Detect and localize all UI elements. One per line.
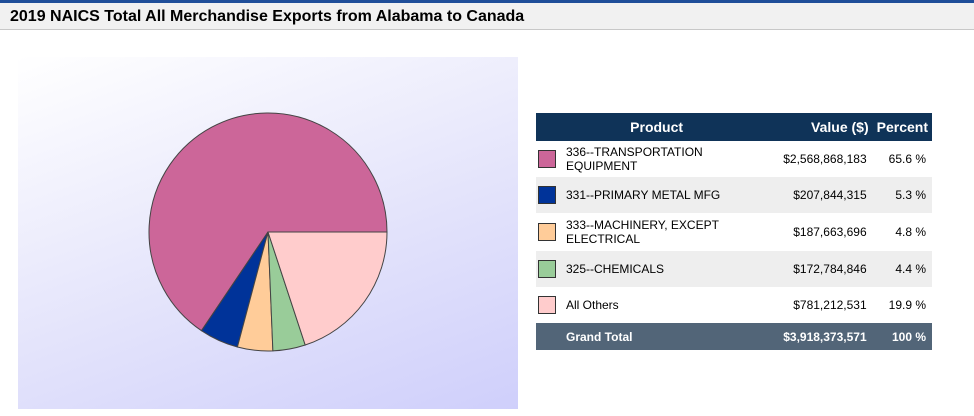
legend-swatch [538,223,556,241]
value-cell: $2,568,868,183 [783,152,867,166]
product-cell: 325--CHEMICALS [566,262,665,276]
grand-total-label: Grand Total [566,329,633,344]
pie-slice-5 [267,231,388,346]
grand-total-row: Grand Total $3,918,373,571 100 % [536,323,932,350]
product-cell: 333--MACHINERY, EXCEPT ELECTRICAL [566,218,719,246]
percent-cell: 5.3 % [895,188,926,202]
header-value: Value ($) [777,113,873,141]
percent-cell: 65.6 % [888,152,926,166]
percent-cell: 4.8 % [895,225,926,239]
header-percent: Percent [872,113,932,141]
value-cell: $187,663,696 [793,225,867,239]
value-cell: $207,844,315 [793,188,867,202]
table-header-row: Product Value ($) Percent [536,113,932,141]
pie-chart-area [18,57,518,409]
product-cell: All Others [566,298,619,312]
percent-cell: 4.4 % [895,262,926,276]
swatch-cell [536,251,560,287]
legend-swatch [538,260,556,278]
page-title: 2019 NAICS Total All Merchandise Exports… [10,8,525,25]
legend-swatch [538,296,556,314]
legend-swatch [538,150,556,168]
title-bar: 2019 NAICS Total All Merchandise Exports… [0,3,974,30]
swatch-cell [536,177,560,213]
header-product: Product [536,113,778,141]
swatch-cell [536,213,560,251]
exports-table: Product Value ($) Percent 336--TRANSPORT… [536,113,932,350]
grand-total-value: $3,918,373,571 [783,329,867,344]
grand-total-percent: 100 % [891,329,926,344]
swatch-cell [536,287,560,323]
product-cell: 331--PRIMARY METAL MFG [566,188,721,202]
pie-slice-1 [148,112,388,332]
swatch-cell [536,141,560,177]
table-row: 336--TRANSPORTATION EQUIPMENT $2,568,868… [536,141,932,177]
product-cell: 336--TRANSPORTATION EQUIPMENT [566,145,703,173]
table-row: 331--PRIMARY METAL MFG $207,844,315 5.3 … [536,177,932,213]
pie-chart [148,112,388,352]
table-row: 325--CHEMICALS $172,784,846 4.4 % [536,251,932,287]
table-row: 333--MACHINERY, EXCEPT ELECTRICAL $187,6… [536,213,932,251]
top-accent-bar [0,0,974,3]
value-cell: $172,784,846 [793,262,867,276]
legend-swatch [538,186,556,204]
table-row: All Others $781,212,531 19.9 % [536,287,932,323]
percent-cell: 19.9 % [888,298,926,312]
value-cell: $781,212,531 [793,298,867,312]
